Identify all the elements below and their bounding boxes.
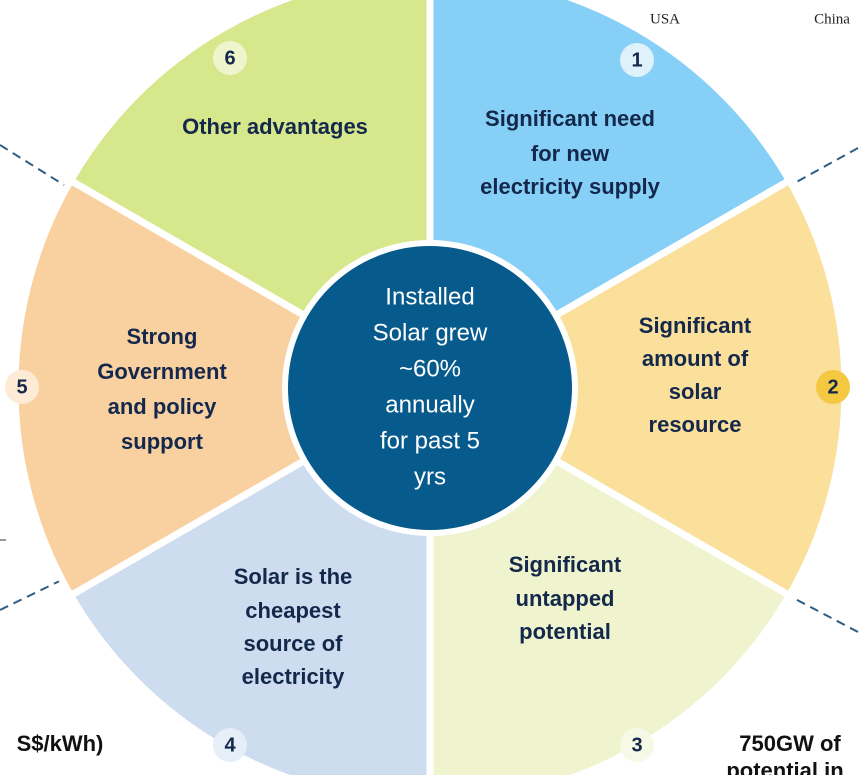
segment-label: source of xyxy=(243,631,343,656)
segment-label: Significant xyxy=(639,313,752,338)
badge xyxy=(213,41,247,75)
segment-label: resource xyxy=(649,412,742,437)
segment-label: amount of xyxy=(642,346,749,371)
badge-number: 5 xyxy=(16,376,27,398)
segment-label: Government xyxy=(97,359,227,384)
segment-label: Significant xyxy=(509,552,622,577)
center-circle xyxy=(282,240,578,536)
badge-number: 6 xyxy=(224,47,235,69)
connector xyxy=(0,144,73,191)
center-text: yrs xyxy=(414,463,446,490)
segment-label: for new xyxy=(531,141,610,166)
connector xyxy=(781,591,859,633)
label: 750GW of xyxy=(739,731,841,756)
badge-number: 3 xyxy=(631,734,642,756)
label: S$/kWh) xyxy=(17,731,104,756)
badge xyxy=(5,370,39,404)
label: USA xyxy=(650,11,680,27)
badge xyxy=(620,43,654,77)
badge-number: 1 xyxy=(631,49,642,71)
center-text: annually xyxy=(385,391,474,418)
label: China xyxy=(814,11,850,27)
center-text: for past 5 xyxy=(380,427,480,454)
segment-label: solar xyxy=(669,379,722,404)
segment-label: support xyxy=(121,429,204,454)
center-text: Solar grew xyxy=(373,319,488,346)
badge xyxy=(620,728,654,762)
segment-label: potential xyxy=(519,619,611,644)
segment-label: electricity supply xyxy=(480,174,661,199)
segment-label: untapped xyxy=(516,586,615,611)
center-text: ~60% xyxy=(399,355,461,382)
segment-label: electricity xyxy=(242,664,345,689)
segment-label: Strong xyxy=(127,324,198,349)
segment-label: Solar is the xyxy=(234,564,353,589)
segment-label: Significant need xyxy=(485,106,655,131)
badge-number: 4 xyxy=(224,734,236,756)
segment-label: and policy xyxy=(108,394,218,419)
badge-number: 2 xyxy=(827,376,838,398)
label: potential in xyxy=(726,758,843,775)
wheel: Significant need for new electricity suppl… xyxy=(5,0,850,775)
segment-label: Other advantages xyxy=(182,114,368,139)
segment-label: cheapest xyxy=(245,598,341,623)
badge xyxy=(213,728,247,762)
badge xyxy=(816,370,850,404)
center-text: Installed xyxy=(385,283,474,310)
